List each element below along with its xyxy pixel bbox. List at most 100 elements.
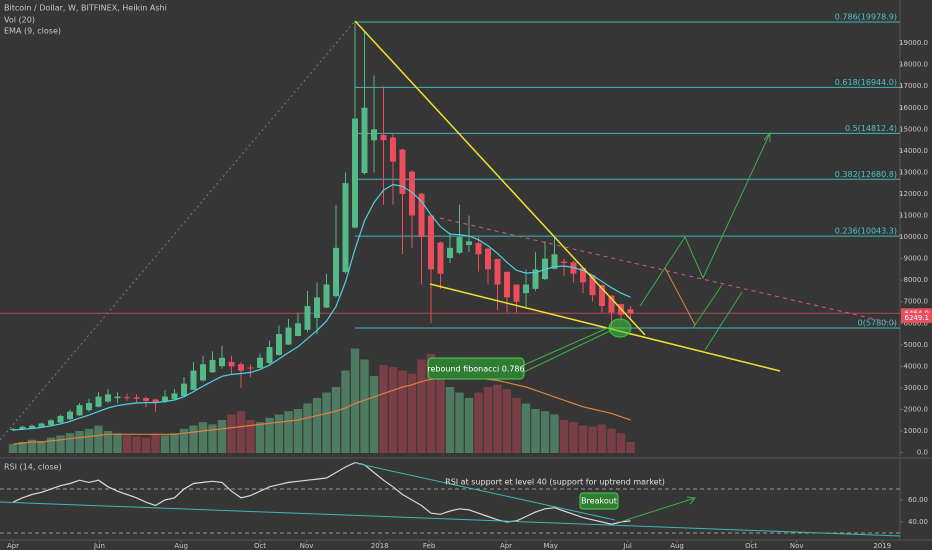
y-tick-label: 6000.0	[904, 319, 929, 327]
rsi-tick-label: 40.00	[908, 518, 928, 526]
volume-bar	[27, 439, 37, 453]
candle-body	[352, 118, 359, 228]
candle-body	[541, 258, 548, 280]
volume-bar	[341, 370, 350, 453]
candle-body	[342, 183, 349, 272]
arrow-head	[763, 131, 771, 142]
alt-projection-up	[704, 291, 743, 351]
x-tick-label: 2019	[873, 542, 891, 550]
volume-bar	[132, 436, 141, 453]
rsi-label: RSI (14, close)	[4, 463, 62, 472]
candle-body	[494, 259, 501, 285]
alt-projection-up	[692, 284, 723, 329]
volume-bar	[198, 422, 208, 453]
rsi-line	[12, 461, 631, 525]
x-tick-label: Aug	[670, 542, 684, 550]
x-tick-label: Oct	[254, 542, 266, 550]
candle-body	[114, 396, 121, 399]
candle-body	[190, 370, 197, 390]
price-label: 6249.1	[905, 314, 930, 322]
volume-bar	[616, 433, 626, 453]
volume-bar	[455, 392, 464, 453]
volume-bar	[217, 420, 227, 453]
y-tick-label: 19000.0	[899, 39, 928, 47]
y-tick-label: 1000.0	[904, 427, 929, 435]
volume-bar	[303, 403, 312, 453]
volume-bar	[141, 437, 151, 453]
candle-body	[200, 364, 207, 381]
y-tick-label: 10000.0	[899, 233, 928, 241]
volume-bar	[293, 409, 303, 453]
volume-bar	[94, 425, 103, 453]
volume-bar	[445, 387, 455, 453]
candle-body	[513, 284, 520, 302]
rsi-annotation: RSI at support et level 40 (support for …	[445, 478, 665, 487]
volume-bar	[255, 422, 265, 453]
x-tick-label: Apr	[500, 542, 512, 550]
candle-body	[257, 357, 264, 368]
volume-bar	[170, 433, 179, 453]
candle-body	[124, 397, 131, 399]
candle-body	[67, 411, 74, 420]
x-tick-label: Jun	[93, 542, 105, 550]
y-tick-label: 11000.0	[899, 212, 928, 220]
volume-bar	[208, 424, 217, 453]
y-tick-label: 12000.0	[899, 190, 928, 198]
x-tick-label: Feb	[423, 542, 436, 550]
volume-bar	[65, 433, 75, 453]
candle-body	[133, 397, 140, 399]
volume-bar	[407, 373, 417, 453]
volume-bar	[189, 425, 198, 453]
y-tick-label: 0.0	[917, 449, 928, 457]
y-tick-label: 2000.0	[904, 406, 929, 414]
candle-body	[333, 247, 340, 297]
volume-bar	[360, 359, 369, 453]
rsi-arrow	[619, 497, 696, 523]
breakout-text: Breakout	[581, 497, 617, 506]
y-tick-label: 18000.0	[899, 61, 928, 69]
volume-bar	[626, 442, 635, 453]
volume-bar	[312, 398, 322, 453]
volume-bar	[246, 420, 255, 453]
lower-wedge-line	[429, 283, 781, 372]
candle-body	[447, 247, 453, 258]
volume-bar	[151, 434, 160, 453]
price-label-box	[901, 312, 932, 323]
x-tick-label: Apr	[7, 542, 19, 550]
volume-bar	[160, 435, 170, 453]
volume-bar	[18, 442, 27, 453]
candle-body	[522, 284, 529, 294]
volume-label: Vol (20)	[4, 16, 35, 25]
volume-bar	[236, 411, 246, 453]
candle-body	[465, 241, 472, 246]
highlight-ellipse	[608, 318, 632, 338]
volume-bar	[426, 354, 436, 453]
y-tick-label: 4000.0	[904, 362, 929, 370]
volume-bar	[550, 414, 559, 453]
volume-bar	[46, 437, 56, 453]
candle-body	[314, 297, 321, 318]
volume-bar	[493, 384, 502, 453]
candle-body	[390, 137, 397, 162]
volume-bar	[388, 367, 398, 453]
rsi-tick-label: 60.00	[908, 496, 928, 504]
candle-body	[162, 396, 169, 402]
x-tick-label: Nov	[300, 542, 314, 550]
fib-label: 0.786(19978.9)	[835, 13, 897, 22]
candle-body	[295, 323, 302, 337]
volume-bar	[464, 398, 474, 453]
volume-bar	[75, 431, 84, 453]
y-tick-label: 7000.0	[904, 298, 929, 306]
candle-body	[560, 261, 567, 263]
volume-bar	[398, 370, 407, 453]
fib-label: 0.5(14812.4)	[845, 124, 897, 133]
candle-body	[380, 134, 387, 141]
candle-body	[105, 394, 112, 402]
candle-body	[475, 243, 482, 255]
volume-bar	[436, 376, 445, 453]
y-tick-label: 14000.0	[899, 147, 928, 155]
volume-bar	[521, 403, 531, 453]
ema-line	[12, 183, 631, 431]
volume-bar	[559, 420, 569, 453]
